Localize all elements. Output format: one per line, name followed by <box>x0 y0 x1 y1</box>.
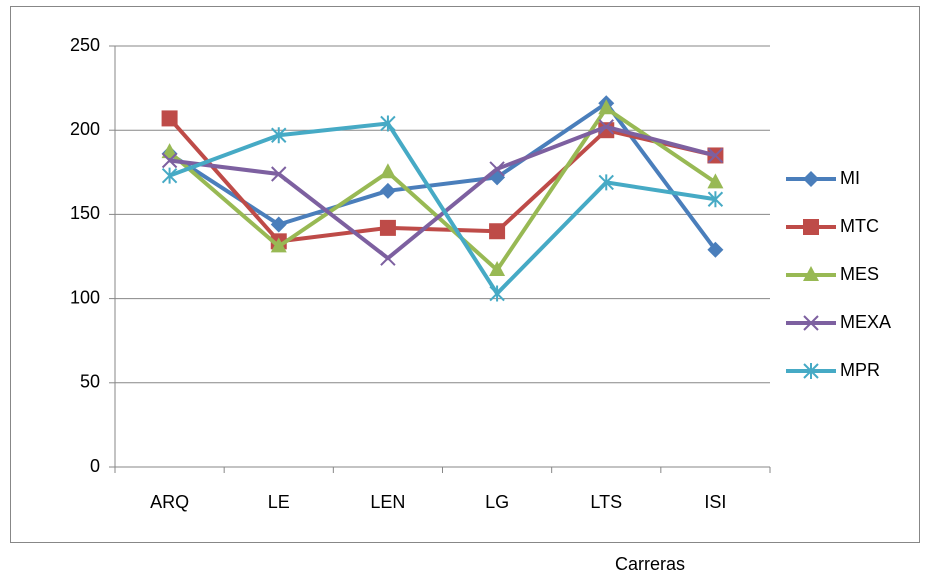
marker <box>380 115 396 132</box>
marker <box>707 241 724 258</box>
marker <box>707 191 724 208</box>
y-tick-label: 200 <box>70 119 100 139</box>
legend-entry: MTC <box>786 216 879 236</box>
marker <box>161 152 178 169</box>
x-tick-label: ISI <box>704 492 726 512</box>
marker <box>270 216 287 233</box>
x-tick-label: LTS <box>590 492 622 512</box>
x-tick-label: LG <box>485 492 509 512</box>
x-axis-label: Carreras <box>615 554 685 573</box>
series-line <box>168 117 716 244</box>
legend-entry: MPR <box>786 360 880 380</box>
series <box>161 99 724 276</box>
x-tick-label: LE <box>268 492 290 512</box>
marker <box>489 223 506 240</box>
y-tick-label: 50 <box>80 372 100 392</box>
series-line <box>168 101 718 251</box>
marker <box>379 219 396 236</box>
y-tick-label: 0 <box>90 456 100 476</box>
legend-label: MI <box>840 168 860 188</box>
marker <box>161 143 178 159</box>
legend-label: MTC <box>840 216 879 236</box>
chart-border <box>10 6 920 543</box>
legend-label: MEXA <box>840 312 891 332</box>
marker <box>271 166 287 182</box>
series-line <box>168 106 717 272</box>
marker <box>489 260 506 276</box>
y-tick-label: 100 <box>70 287 100 307</box>
marker <box>598 119 614 135</box>
y-tick-label: 250 <box>70 35 100 55</box>
legend-entry: MES <box>786 264 879 284</box>
legend-marker <box>803 315 819 331</box>
x-tick-label: LEN <box>370 492 405 512</box>
marker <box>380 250 396 266</box>
series <box>161 115 724 302</box>
legend-label: MPR <box>840 360 880 380</box>
marker <box>598 99 615 115</box>
legend-entry: MEXA <box>786 312 891 332</box>
marker <box>489 161 505 177</box>
marker <box>270 237 287 253</box>
marker <box>161 167 178 184</box>
series-line <box>168 121 716 296</box>
legend-marker <box>803 171 819 187</box>
marker <box>379 163 396 179</box>
marker <box>489 285 505 302</box>
legend-marker <box>803 219 819 235</box>
marker <box>161 110 178 127</box>
marker <box>379 182 396 199</box>
marker <box>707 147 724 164</box>
x-tick-label: ARQ <box>150 492 189 512</box>
legend-marker <box>803 266 819 281</box>
legend-marker <box>803 363 819 379</box>
series-line <box>169 124 716 261</box>
marker <box>598 174 614 191</box>
series <box>161 119 724 266</box>
legend-label: MES <box>840 264 879 284</box>
marker <box>707 173 724 189</box>
legend-entry: MI <box>786 168 860 188</box>
marker <box>271 127 287 144</box>
y-tick-label: 150 <box>70 203 100 223</box>
